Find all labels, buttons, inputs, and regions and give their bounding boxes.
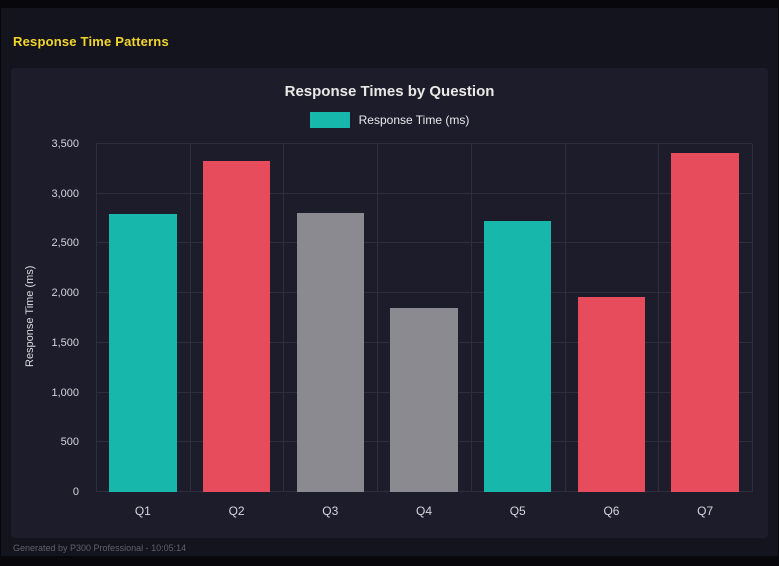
x-tick-label-Q3: Q3 bbox=[322, 504, 339, 518]
y-tick-label: 500 bbox=[60, 436, 79, 449]
gridline-vertical bbox=[189, 144, 191, 492]
bar-slot bbox=[565, 144, 659, 492]
bar-Q2 bbox=[202, 160, 271, 492]
legend-label: Response Time (ms) bbox=[358, 113, 470, 127]
footer-status: Generated by P300 Professional - 10:05:1… bbox=[13, 543, 187, 553]
legend-swatch bbox=[309, 112, 350, 128]
y-tick-label: 2,500 bbox=[51, 237, 79, 250]
bar-slot bbox=[471, 144, 565, 492]
gridline-vertical bbox=[283, 144, 285, 492]
gridline-horizontal bbox=[96, 192, 752, 194]
page: Response Time Patterns Response Times by… bbox=[1, 8, 778, 556]
y-tick-label: 3,500 bbox=[51, 138, 79, 150]
chart-area: Response Time (ms) 0 500 1,000 1,500 2,000 2,… bbox=[11, 138, 768, 538]
gridline-vertical bbox=[377, 144, 379, 492]
chart-panel: Response Times by Question Response Time… bbox=[11, 68, 768, 538]
bar-Q5 bbox=[483, 220, 552, 492]
bar-slot bbox=[658, 144, 752, 492]
x-axis-labels: Q1 Q2 Q3 Q4 Q5 Q6 Q7 bbox=[96, 504, 752, 524]
x-tick-label-Q6: Q6 bbox=[603, 504, 620, 518]
plot-area bbox=[96, 143, 753, 492]
bar-Q1 bbox=[109, 213, 177, 492]
gridline-vertical bbox=[658, 144, 660, 492]
y-axis-ticks: 0 500 1,000 1,500 2,000 2,500 3,000 3,500 bbox=[11, 138, 89, 498]
gridline-vertical bbox=[470, 144, 472, 492]
x-tick-label-Q5: Q5 bbox=[509, 504, 526, 518]
bar-slot bbox=[283, 144, 377, 492]
bar-Q3 bbox=[296, 212, 364, 492]
bar-slot bbox=[190, 144, 284, 492]
y-tick-label: 0 bbox=[72, 486, 79, 498]
chart-title: Response Times by Question bbox=[284, 83, 495, 100]
page-title: Response Time Patterns bbox=[13, 34, 169, 49]
bar-Q6 bbox=[577, 297, 646, 492]
bar-slot bbox=[96, 144, 190, 492]
x-tick-label-Q7: Q7 bbox=[697, 504, 714, 518]
x-tick-label-Q1: Q1 bbox=[134, 504, 151, 518]
x-tick-label-Q4: Q4 bbox=[416, 504, 433, 518]
y-tick-label: 1,500 bbox=[51, 336, 79, 349]
y-tick-label: 3,000 bbox=[51, 187, 79, 200]
gridline-vertical bbox=[96, 144, 97, 492]
chart-legend[interactable]: Response Time (ms) bbox=[11, 112, 768, 128]
gridline-vertical bbox=[564, 144, 566, 492]
bar-Q7 bbox=[671, 152, 739, 492]
gridline-vertical bbox=[752, 144, 753, 492]
y-tick-label: 1,000 bbox=[51, 386, 79, 399]
gridline-horizontal bbox=[96, 292, 752, 294]
x-tick-label-Q2: Q2 bbox=[228, 504, 245, 518]
bar-slot bbox=[377, 144, 471, 492]
gridline-horizontal bbox=[96, 143, 752, 144]
gridline-horizontal bbox=[96, 242, 752, 244]
bar-Q4 bbox=[390, 308, 458, 492]
y-tick-label: 2,000 bbox=[51, 287, 79, 300]
